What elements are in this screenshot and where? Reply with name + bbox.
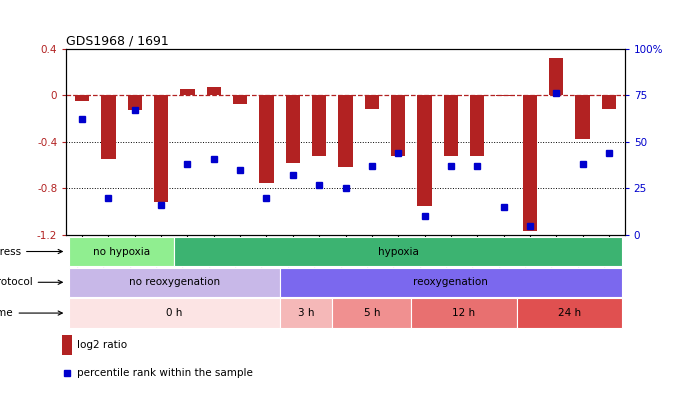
Bar (339, 95, 352, 167)
Bar (259, 95, 274, 183)
Bar (517, 298, 622, 328)
Bar (69, 268, 280, 297)
Bar (470, 95, 484, 156)
Text: percentile rank within the sample: percentile rank within the sample (77, 368, 253, 378)
Bar (444, 95, 458, 156)
Text: 3 h: 3 h (298, 308, 314, 318)
Bar (101, 95, 116, 159)
Text: GDS1968 / 1691: GDS1968 / 1691 (66, 34, 169, 47)
Text: no hypoxia: no hypoxia (93, 247, 150, 256)
Text: 12 h: 12 h (452, 308, 475, 318)
Bar (154, 95, 168, 202)
Text: time: time (0, 308, 62, 318)
Text: hypoxia: hypoxia (378, 247, 419, 256)
Text: 24 h: 24 h (558, 308, 581, 318)
Bar (391, 95, 406, 156)
Bar (61, 335, 72, 356)
Bar (69, 298, 280, 328)
Text: reoxygenation: reoxygenation (413, 277, 489, 287)
Bar (128, 95, 142, 110)
Bar (233, 95, 247, 104)
Bar (332, 298, 411, 328)
Bar (180, 90, 195, 95)
Bar (575, 95, 590, 139)
Text: stress: stress (0, 247, 62, 256)
Bar (549, 58, 563, 95)
Bar (417, 95, 432, 206)
Bar (280, 268, 622, 297)
Bar (280, 298, 332, 328)
Bar (411, 298, 517, 328)
Bar (174, 237, 622, 266)
Text: log2 ratio: log2 ratio (77, 340, 128, 350)
Bar (602, 95, 616, 109)
Bar (207, 87, 221, 95)
Bar (496, 95, 511, 96)
Bar (364, 95, 379, 109)
Text: 0 h: 0 h (166, 308, 182, 318)
Bar (523, 95, 537, 231)
Text: no reoxygenation: no reoxygenation (128, 277, 220, 287)
Bar (69, 237, 174, 266)
Bar (75, 95, 89, 101)
Text: 5 h: 5 h (364, 308, 380, 318)
Bar (312, 95, 327, 156)
Text: protocol: protocol (0, 277, 62, 287)
Bar (285, 95, 300, 163)
